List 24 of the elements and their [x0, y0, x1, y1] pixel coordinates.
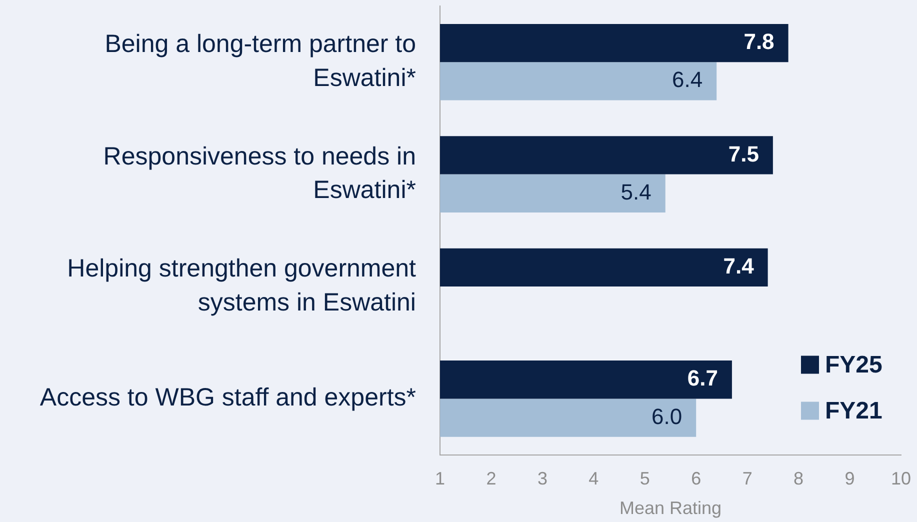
- legend-label: FY25: [824, 351, 882, 378]
- x-tick-label: 8: [794, 468, 804, 489]
- x-tick-label: 3: [537, 468, 548, 489]
- data-label: 5.4: [620, 179, 652, 204]
- x-tick-label: 4: [588, 468, 599, 489]
- data-label: 7.5: [728, 141, 759, 166]
- x-tick-label: 5: [640, 468, 650, 489]
- x-axis-title: Mean Rating: [619, 498, 722, 518]
- x-tick-label: 9: [844, 468, 855, 489]
- data-label: 6.7: [687, 366, 718, 391]
- x-tick-label: 7: [742, 468, 752, 489]
- data-label: 7.8: [744, 29, 774, 54]
- x-tick-label: 6: [691, 468, 702, 489]
- x-tick-label: 2: [486, 468, 496, 489]
- legend-label: FY21: [824, 397, 882, 424]
- x-tick-label: 10: [890, 468, 912, 489]
- data-label: 6.0: [652, 404, 682, 429]
- data-label: 6.4: [672, 67, 703, 92]
- data-label: 7.4: [723, 253, 755, 278]
- y-tick-label: Helping strengthen government systems in Eswatini: [67, 254, 416, 316]
- y-tick-label: Responsiveness to needs in Eswatini*: [103, 142, 416, 204]
- y-tick-label: Being a long-term partner to Eswatini*: [104, 30, 416, 92]
- y-tick-label: Access to WBG staff and experts*: [40, 384, 416, 412]
- x-tick-label: 1: [434, 468, 446, 489]
